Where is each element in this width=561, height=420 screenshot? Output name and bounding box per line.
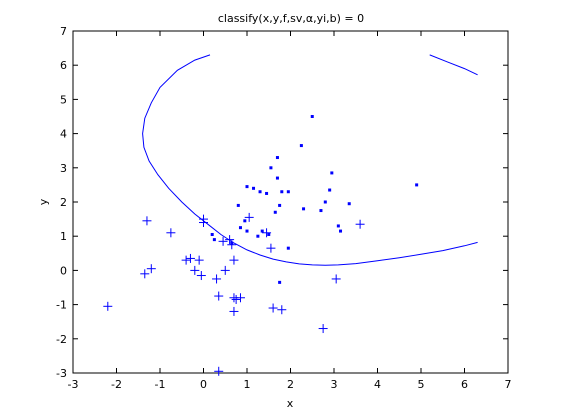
- plus-point: [181, 255, 191, 265]
- y-tick-label: 6: [60, 59, 67, 72]
- dot-point: [256, 234, 260, 238]
- dot-point: [319, 209, 323, 213]
- plus-point: [103, 301, 113, 311]
- x-tick-label: -3: [68, 378, 79, 391]
- dot-point: [328, 188, 332, 192]
- dot-point: [252, 186, 256, 190]
- plus-point: [235, 293, 245, 303]
- plus-point: [194, 255, 204, 265]
- dot-point: [258, 190, 262, 194]
- x-tick-label: 0: [200, 378, 207, 391]
- dot-point: [245, 185, 249, 189]
- plus-point: [268, 303, 278, 313]
- dot-point: [236, 203, 240, 207]
- y-tick-label: -3: [56, 367, 67, 380]
- plot-area: [72, 30, 509, 374]
- decision-boundary: [142, 54, 478, 266]
- plus-point: [318, 324, 328, 334]
- x-tick-label: 5: [418, 378, 425, 391]
- plus-point: [140, 269, 150, 279]
- y-axis-ticks: -3 -2 -1 0 1 2 3 4 5 6 7: [56, 25, 508, 380]
- x-tick-label: 1: [244, 378, 251, 391]
- dot-point: [286, 246, 290, 250]
- chart-title: classify(x,y,f,sv,α,yi,b) = 0: [218, 12, 364, 25]
- plus-point: [142, 216, 152, 226]
- data-points: [103, 115, 419, 376]
- x-axis-ticks: -3 -2 -1 0 1 2 3 4 5 6 7: [68, 31, 512, 391]
- dot-point: [275, 156, 279, 160]
- y-tick-label: 2: [60, 196, 67, 209]
- plus-point: [244, 212, 254, 222]
- dot-point: [212, 238, 216, 242]
- plus-point: [199, 218, 208, 228]
- dot-point: [278, 203, 282, 207]
- dot-point: [238, 226, 242, 230]
- x-tick-label: -2: [111, 378, 122, 391]
- plus-point: [225, 235, 235, 245]
- dot-point: [336, 224, 340, 228]
- dot-point: [265, 191, 269, 195]
- plus-point: [262, 228, 272, 238]
- dot-point: [278, 280, 282, 284]
- x-tick-label: 4: [374, 378, 381, 391]
- plus-point: [227, 240, 237, 250]
- x-tick-label: 6: [461, 378, 468, 391]
- x-tick-label: 3: [331, 378, 338, 391]
- y-tick-label: 0: [60, 264, 67, 277]
- y-tick-label: -1: [56, 299, 67, 312]
- plus-point: [214, 366, 224, 376]
- y-tick-label: 7: [60, 25, 67, 38]
- y-tick-label: 5: [60, 93, 67, 106]
- dot-point: [273, 210, 277, 214]
- plus-point: [146, 264, 156, 274]
- boundary-left-curve: [142, 54, 478, 266]
- x-axis-label: x: [287, 397, 294, 410]
- plus-point: [166, 228, 176, 238]
- plus-point: [355, 219, 365, 229]
- plus-point: [212, 274, 222, 284]
- dot-point: [302, 207, 306, 211]
- y-axis-label: y: [37, 198, 50, 205]
- dot-point: [339, 229, 343, 233]
- y-tick-label: 1: [60, 230, 67, 243]
- plus-point: [220, 265, 230, 275]
- dot-point: [269, 166, 273, 170]
- dot-point: [243, 219, 247, 223]
- plus-point: [196, 271, 206, 281]
- dot-point: [299, 144, 303, 148]
- dot-point: [267, 232, 271, 236]
- dot-point: [260, 229, 264, 233]
- dot-point: [245, 229, 249, 233]
- dot-point: [347, 202, 351, 206]
- plus-point: [277, 305, 287, 315]
- dot-point: [415, 183, 419, 187]
- plus-point: [185, 253, 195, 263]
- plus-point: [190, 265, 200, 275]
- dot-point: [323, 200, 327, 204]
- plus-point: [229, 255, 239, 265]
- x-tick-label: 2: [287, 378, 294, 391]
- y-tick-label: 3: [60, 162, 67, 175]
- dot-point: [275, 176, 279, 180]
- dot-point: [286, 190, 290, 194]
- plus-point: [229, 306, 239, 316]
- plus-point: [218, 236, 228, 246]
- plus-point: [214, 291, 224, 301]
- dot-point: [310, 115, 314, 118]
- plus-point: [331, 274, 341, 284]
- x-tick-label: -1: [155, 378, 166, 391]
- plus-point: [266, 243, 276, 253]
- dot-point: [280, 190, 284, 194]
- dot-point: [210, 232, 214, 236]
- boundary-right-curve: [429, 54, 478, 76]
- y-tick-label: -2: [56, 333, 67, 346]
- x-tick-label: 7: [505, 378, 512, 391]
- dot-point: [330, 171, 334, 175]
- y-tick-label: 4: [60, 128, 67, 141]
- plus-point: [231, 294, 241, 304]
